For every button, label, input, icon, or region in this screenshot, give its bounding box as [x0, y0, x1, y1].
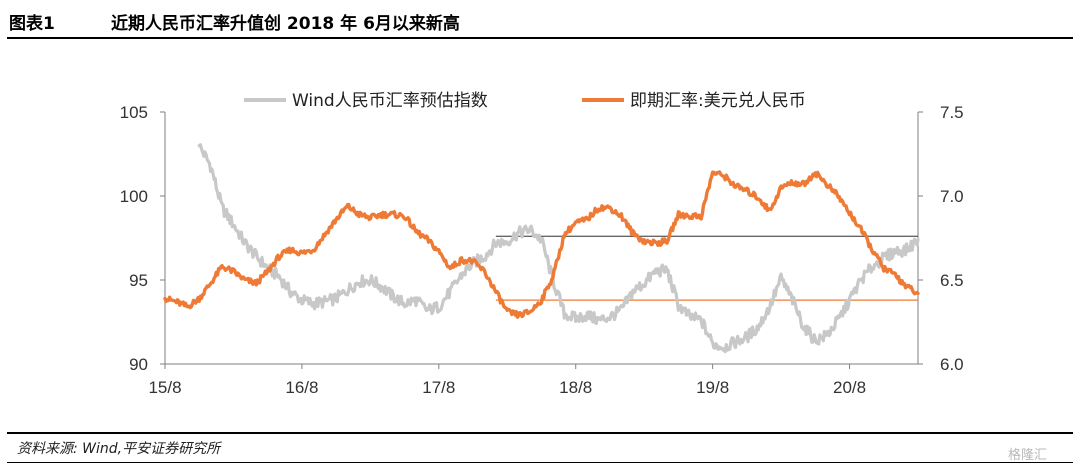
- x-axis-tick-label: 15/8: [148, 378, 181, 397]
- watermark-logo: 格隆汇: [1008, 448, 1048, 463]
- right-axis-tick-label: 7.5: [940, 103, 964, 122]
- footer-rule: [7, 432, 1073, 434]
- x-axis-tick-label: 19/8: [696, 378, 729, 397]
- series-line: [163, 170, 920, 319]
- chart-series: [163, 143, 920, 354]
- footer-rule-bottom: [7, 462, 1073, 463]
- left-axis-tick-label: 105: [120, 103, 148, 122]
- figure-header: 图表1 近期人民币汇率升值创 2018 年 6月以来新高: [0, 0, 1080, 38]
- figure-title: 近期人民币汇率升值创 2018 年 6月以来新高: [111, 14, 460, 34]
- x-axis-tick-label: 18/8: [559, 378, 592, 397]
- source-note: 资料来源: Wind,平安证券研究所: [17, 441, 221, 457]
- x-axis-tick-label: 20/8: [833, 378, 866, 397]
- chart-legend: Wind人民币汇率预估指数 即期汇率:美元兑人民币: [244, 91, 806, 111]
- right-axis-tick-label: 7.0: [940, 187, 964, 206]
- figure-label: 图表1: [9, 14, 55, 34]
- legend-label: 即期汇率:美元兑人民币: [630, 91, 806, 111]
- left-axis-tick-label: 95: [129, 271, 148, 290]
- right-axis-tick-label: 6.5: [940, 271, 964, 290]
- x-axis-tick-label: 16/8: [285, 378, 318, 397]
- left-axis-tick-label: 100: [120, 187, 148, 206]
- series-line: [197, 143, 920, 354]
- header-rule: [7, 37, 1073, 39]
- left-axis-tick-label: 90: [129, 355, 148, 374]
- legend-label: Wind人民币汇率预估指数: [292, 91, 488, 111]
- x-axis-tick-label: 17/8: [422, 378, 455, 397]
- right-axis-tick-label: 6.0: [940, 355, 964, 374]
- chart-axes: 105 100 95 90 7.5 7.0 6.5 6.0 15/8 16/8 17/8 18/8 19…: [120, 103, 964, 397]
